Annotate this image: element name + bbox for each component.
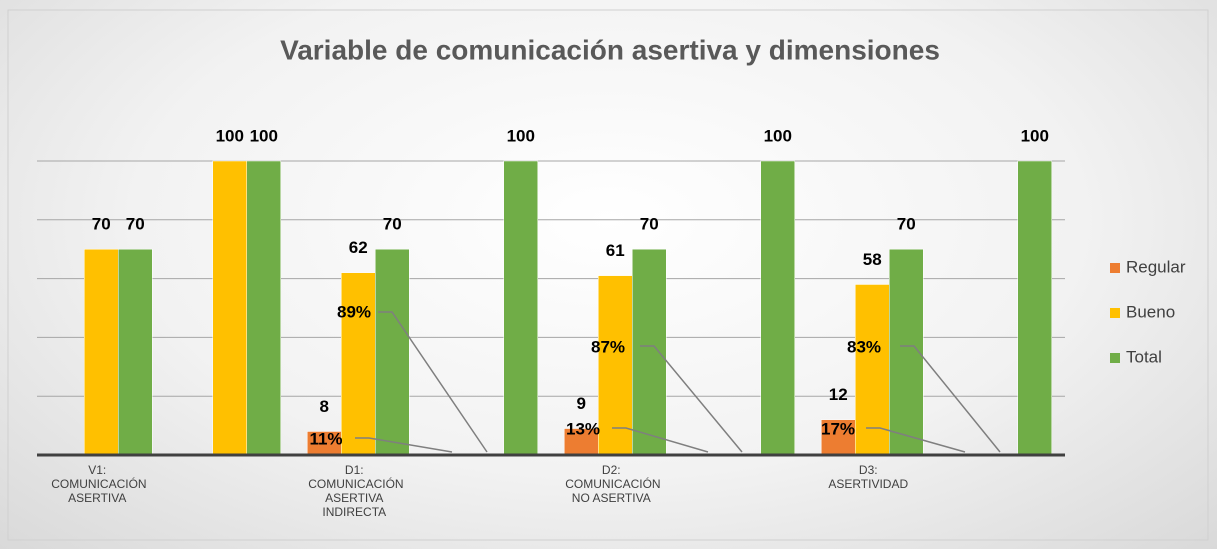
leader-line	[866, 427, 966, 453]
bar	[760, 160, 795, 456]
bar	[118, 248, 153, 456]
leader-line	[640, 345, 743, 453]
x-tick-label: D2: COMUNICACIÓN NO ASERTIVA	[565, 463, 661, 505]
bar	[564, 428, 599, 456]
data-label: 100	[250, 126, 278, 145]
leader-line	[612, 427, 709, 453]
data-label: 62	[349, 238, 368, 257]
data-label: 100	[216, 126, 244, 145]
bar	[84, 248, 119, 456]
data-label: 8	[320, 397, 329, 416]
bar	[889, 248, 924, 456]
bar	[821, 419, 856, 456]
data-label: 12	[829, 385, 848, 404]
annotation: 89%	[337, 302, 371, 321]
bar	[341, 272, 376, 456]
data-label: 100	[507, 126, 535, 145]
annotation: 11%	[309, 429, 342, 448]
data-label: 9	[577, 394, 586, 413]
bar	[375, 248, 410, 456]
bar	[632, 248, 667, 456]
leader-line	[355, 437, 453, 453]
legend-swatch	[1110, 263, 1120, 273]
data-label: 100	[1021, 126, 1049, 145]
bar	[1017, 160, 1052, 456]
legend-swatch	[1110, 353, 1120, 363]
data-label: 70	[897, 215, 916, 234]
x-tick-label: D1: COMUNICACIÓN ASERTIVA INDIRECTA	[308, 463, 404, 519]
bar	[598, 275, 633, 456]
data-label: 61	[606, 241, 625, 260]
leader-line	[900, 345, 1001, 453]
legend-swatch	[1110, 308, 1120, 318]
x-tick-label: V1: COMUNICACIÓN ASERTIVA	[51, 463, 147, 505]
legend-label: Bueno	[1126, 302, 1175, 321]
data-label: 70	[92, 215, 111, 234]
data-label: 70	[640, 215, 659, 234]
annotation: 87%	[591, 337, 625, 356]
bar	[503, 160, 538, 456]
data-label: 70	[383, 215, 402, 234]
bar	[246, 160, 281, 456]
annotation: 13%	[566, 419, 600, 438]
data-label: 70	[126, 215, 145, 234]
chart-border	[7, 9, 1209, 541]
annotation: 83%	[847, 337, 881, 356]
legend-label: Regular	[1126, 257, 1186, 276]
data-label: 58	[863, 250, 882, 269]
bar	[212, 160, 247, 456]
data-label: 100	[764, 126, 792, 145]
legend-label: Total	[1126, 347, 1162, 366]
leader-line	[378, 311, 488, 453]
annotation: 17%	[821, 419, 855, 438]
chart-title: Variable de comunicación asertiva y dime…	[280, 34, 940, 65]
x-tick-label: D3: ASERTIVIDAD	[828, 463, 909, 491]
